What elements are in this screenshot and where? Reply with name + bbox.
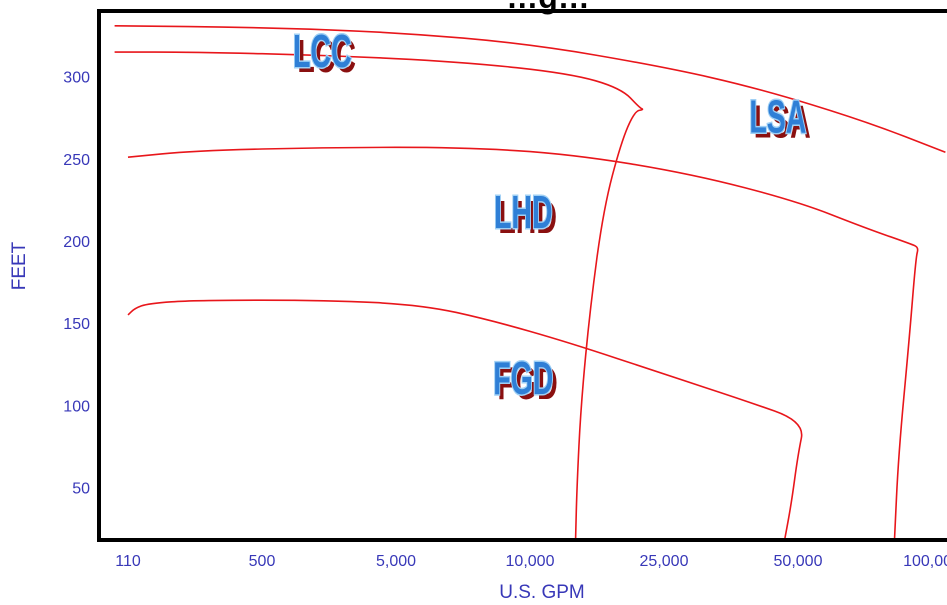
svg-text:LHD: LHD [498,192,557,244]
svg-text:LCC: LCC [297,31,356,83]
svg-text:LSA: LSA [754,97,811,149]
performance-curve-1 [114,24,946,154]
svg-text:LSA: LSA [749,92,806,144]
svg-text:LHD: LHD [494,187,553,239]
y-tick-label: 100 [63,398,90,415]
svg-text:FGD: FGD [498,358,558,410]
svg-text:FGD: FGD [493,353,553,405]
performance-curve-2 [114,51,644,540]
x-tick-label: 110 [115,553,141,570]
x-tick-label: 5,000 [376,553,416,570]
svg-text:LCC: LCC [293,26,352,78]
y-tick-label: 250 [63,152,90,169]
x-tick-label: 25,000 [640,553,689,570]
x-tick-label: 100,000 [903,553,947,570]
y-tick-label: 300 [63,70,90,87]
x-tick-labels: 110 500 5,000 10,000 25,000 50,000 100,000 [115,553,947,570]
x-tick-label: 500 [249,553,276,570]
y-tick-label: 200 [63,234,90,251]
x-axis-title: U.S. GPM [499,582,585,603]
y-tick-label: 50 [72,480,90,497]
plot-frame [97,9,947,542]
x-tick-label: 50,000 [774,553,823,570]
y-tick-labels: 50 100 150 200 250 300 [63,70,90,498]
y-axis-title: FEET [9,241,30,290]
y-tick-label: 150 [63,316,90,333]
curve-group [114,24,946,540]
performance-curve-4 [127,299,803,540]
x-tick-label: 10,000 [506,553,555,570]
performance-curve-3 [127,146,919,540]
